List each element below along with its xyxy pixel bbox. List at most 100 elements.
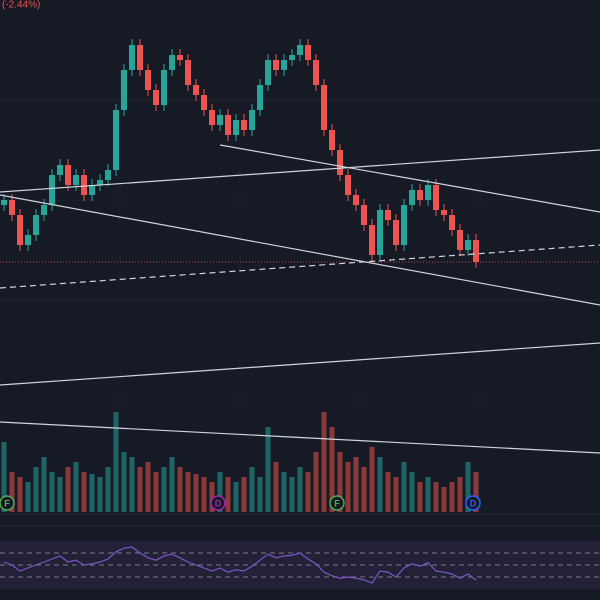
candle-body bbox=[385, 210, 391, 220]
candle-body bbox=[25, 235, 31, 245]
candle-body bbox=[425, 185, 431, 200]
candle-body bbox=[393, 220, 399, 245]
volume-bar bbox=[193, 474, 199, 512]
volume-bar bbox=[297, 467, 303, 512]
volume-bar bbox=[1, 442, 7, 512]
volume-bar bbox=[81, 472, 87, 512]
volume-bar bbox=[473, 472, 479, 512]
candle-body bbox=[209, 110, 215, 125]
volume-bar bbox=[289, 477, 295, 512]
candle-body bbox=[185, 60, 191, 85]
candle-body bbox=[73, 175, 79, 185]
candle-body bbox=[353, 195, 359, 205]
trend-line bbox=[0, 149, 600, 193]
candle-body bbox=[81, 175, 87, 195]
candle-body bbox=[97, 180, 103, 185]
event-marker[interactable]: D bbox=[210, 495, 226, 511]
candle-body bbox=[41, 205, 47, 215]
volume-bar bbox=[105, 467, 111, 512]
candle-body bbox=[137, 45, 143, 70]
volume-bar bbox=[393, 477, 399, 512]
candle-body bbox=[401, 205, 407, 245]
volume-bar bbox=[209, 482, 215, 512]
volume-bar bbox=[337, 452, 343, 512]
volume-bar bbox=[217, 472, 223, 512]
candle-body bbox=[289, 55, 295, 60]
candle-body bbox=[65, 165, 71, 185]
volume-bar bbox=[177, 467, 183, 512]
volume-bar bbox=[409, 472, 415, 512]
candle-body bbox=[337, 150, 343, 175]
candle-body bbox=[145, 70, 151, 90]
volume-bar bbox=[353, 457, 359, 512]
candle-body bbox=[441, 210, 447, 215]
volume-bar bbox=[329, 427, 335, 512]
plot bbox=[0, 39, 600, 584]
trend-line bbox=[0, 244, 600, 289]
candle-body bbox=[321, 85, 327, 130]
volume-bar bbox=[369, 447, 375, 512]
volume-bar bbox=[241, 477, 247, 512]
volume-bar bbox=[433, 482, 439, 512]
candle-body bbox=[313, 60, 319, 85]
volume-bar bbox=[417, 482, 423, 512]
candle-body bbox=[17, 215, 23, 245]
volume-bar bbox=[345, 462, 351, 512]
volume-bar bbox=[137, 467, 143, 512]
volume-bar bbox=[401, 462, 407, 512]
volume-bar bbox=[121, 452, 127, 512]
candle-body bbox=[449, 215, 455, 230]
volume-bar bbox=[313, 452, 319, 512]
candle-body bbox=[297, 45, 303, 55]
volume-bar bbox=[41, 457, 47, 512]
background-grid bbox=[0, 0, 600, 520]
event-marker[interactable]: D bbox=[465, 495, 481, 511]
candle-body bbox=[193, 85, 199, 95]
trend-lines bbox=[0, 144, 600, 454]
volume-bar bbox=[321, 412, 327, 512]
event-label: F bbox=[4, 498, 10, 508]
candle-body bbox=[177, 55, 183, 60]
candle-body bbox=[417, 190, 423, 200]
volume-bar bbox=[25, 482, 31, 512]
candle-body bbox=[129, 45, 135, 70]
volume-bar bbox=[169, 457, 175, 512]
candle-body bbox=[105, 170, 111, 180]
event-marker[interactable]: F bbox=[0, 495, 15, 511]
volume-bar bbox=[97, 477, 103, 512]
candle-body bbox=[281, 60, 287, 70]
candle-body bbox=[345, 175, 351, 195]
candle-body bbox=[217, 115, 223, 125]
trend-line bbox=[219, 144, 600, 213]
event-label: D bbox=[470, 498, 477, 508]
volume-bar bbox=[425, 477, 431, 512]
candle-body bbox=[225, 115, 231, 135]
candle-body bbox=[433, 185, 439, 210]
candle-body bbox=[33, 215, 39, 235]
volume-bar bbox=[33, 467, 39, 512]
volume-bar bbox=[9, 472, 15, 512]
volume-bar bbox=[185, 472, 191, 512]
volume-bar bbox=[89, 474, 95, 512]
volume-bar bbox=[441, 487, 447, 512]
candle-body bbox=[305, 45, 311, 60]
candle-body bbox=[241, 120, 247, 130]
volume-bar bbox=[385, 472, 391, 512]
volume-bar bbox=[249, 467, 255, 512]
volume-bar bbox=[233, 482, 239, 512]
event-marker[interactable]: F bbox=[329, 495, 345, 511]
volume-bar bbox=[361, 467, 367, 512]
candle-body bbox=[409, 190, 415, 205]
candle-body bbox=[457, 230, 463, 250]
change-label: (-2.44%) bbox=[2, 0, 40, 11]
candle-body bbox=[57, 165, 63, 175]
candle-body bbox=[89, 185, 95, 195]
volume-bar bbox=[49, 472, 55, 512]
candle-body bbox=[113, 110, 119, 170]
candle-body bbox=[361, 205, 367, 225]
volume-bar bbox=[153, 472, 159, 512]
volume-bar bbox=[225, 477, 231, 512]
trend-line bbox=[0, 194, 600, 306]
